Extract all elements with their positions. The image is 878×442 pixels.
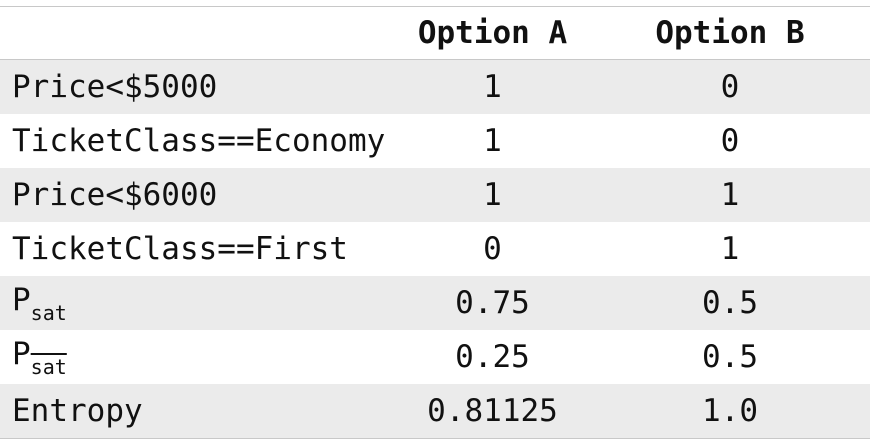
value-cell: 1.0 — [702, 393, 758, 429]
value-cell: 0.5 — [702, 285, 758, 321]
value-cell: 1 — [483, 69, 502, 105]
table-row: TicketClass==Economy 1 0 — [0, 114, 870, 168]
value-cell: 1 — [483, 177, 502, 213]
table-row: TicketClass==First 0 1 — [0, 222, 870, 276]
value-cell: 0 — [720, 123, 740, 159]
comparison-table: Option A Option B Price<$5000 1 0 TicketClas… — [0, 6, 870, 439]
label-subscript: sat — [30, 354, 67, 379]
value-cell: 0 — [720, 69, 740, 105]
value-cell: 0.81125 — [427, 393, 558, 429]
label-text: Price<$6000 — [12, 177, 218, 213]
value-cell: 0.5 — [702, 339, 758, 375]
label-subscript: sat — [30, 300, 67, 325]
value-cell: 1 — [720, 231, 740, 267]
header-row: Option A Option B — [0, 6, 870, 60]
table-body: Price<$5000 1 0 TicketClass==Economy 1 0 Price… — [0, 59, 870, 439]
label-text: P — [12, 281, 31, 318]
column-header: Option A — [417, 15, 568, 51]
value-cell: 0.75 — [455, 285, 530, 321]
label-text: Price<$5000 — [12, 69, 218, 105]
value-cell: 1 — [483, 123, 502, 159]
row-label: TicketClass==First — [0, 222, 395, 276]
table-row: Psat 0.75 0.5 — [0, 276, 870, 330]
row-label: Price<$5000 — [0, 60, 395, 115]
table-row: Entropy 0.81125 1.0 — [0, 384, 870, 439]
row-label: TicketClass==Economy — [0, 114, 395, 168]
row-label: Price<$6000 — [0, 168, 395, 222]
label-text: TicketClass==Economy — [12, 123, 386, 159]
label-text: Entropy — [12, 393, 143, 429]
table-row: Psat 0.25 0.5 — [0, 330, 870, 384]
value-cell: 0 — [483, 231, 502, 267]
column-header: Option B — [655, 15, 805, 51]
corner-cell — [0, 7, 395, 60]
label-text: P — [12, 335, 31, 372]
row-label: Psat — [0, 330, 395, 384]
label-text: TicketClass==First — [12, 231, 348, 267]
value-cell: 1 — [720, 177, 740, 213]
table-wrapper: Option A Option B Price<$5000 1 0 TicketClas… — [0, 6, 870, 439]
table-row: Price<$5000 1 0 — [0, 59, 870, 115]
row-label: Psat — [0, 276, 395, 330]
value-cell: 0.25 — [455, 339, 530, 375]
table-row: Price<$6000 1 1 — [0, 168, 870, 222]
row-label: Entropy — [0, 384, 395, 439]
